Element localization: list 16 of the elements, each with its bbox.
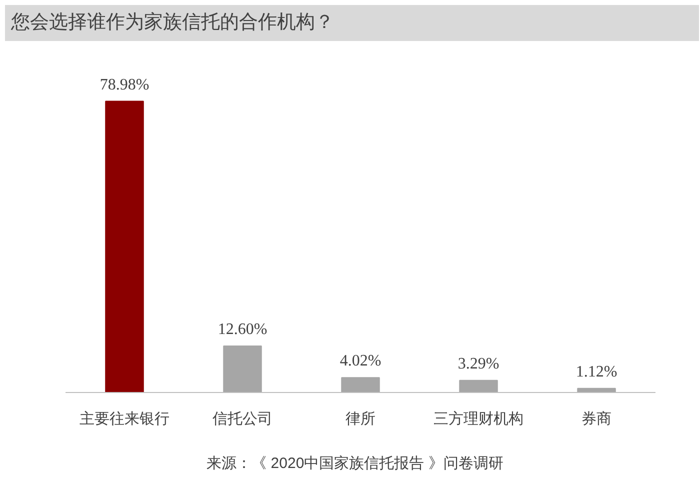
data-label: 4.02% bbox=[340, 352, 382, 370]
bar bbox=[341, 377, 380, 392]
source-note: 来源：《 2020中国家族信托报告 》问卷调研 bbox=[206, 454, 504, 474]
data-label: 78.98% bbox=[100, 76, 150, 94]
chart-title: 您会选择谁作为家族信托的合作机构？ bbox=[11, 11, 334, 35]
x-tick-label: 三方理财机构 bbox=[434, 410, 524, 428]
bar bbox=[223, 346, 262, 392]
data-label: 12.60% bbox=[218, 321, 268, 338]
x-tick-label: 券商 bbox=[582, 410, 612, 428]
data-label: 1.12% bbox=[576, 363, 618, 380]
bar bbox=[459, 380, 498, 392]
x-tick-label: 律所 bbox=[346, 410, 376, 428]
x-tick-label: 信托公司 bbox=[212, 410, 272, 428]
data-label: 3.29% bbox=[458, 355, 500, 372]
bar bbox=[105, 100, 144, 392]
x-tick-label: 主要往来银行 bbox=[80, 410, 170, 428]
